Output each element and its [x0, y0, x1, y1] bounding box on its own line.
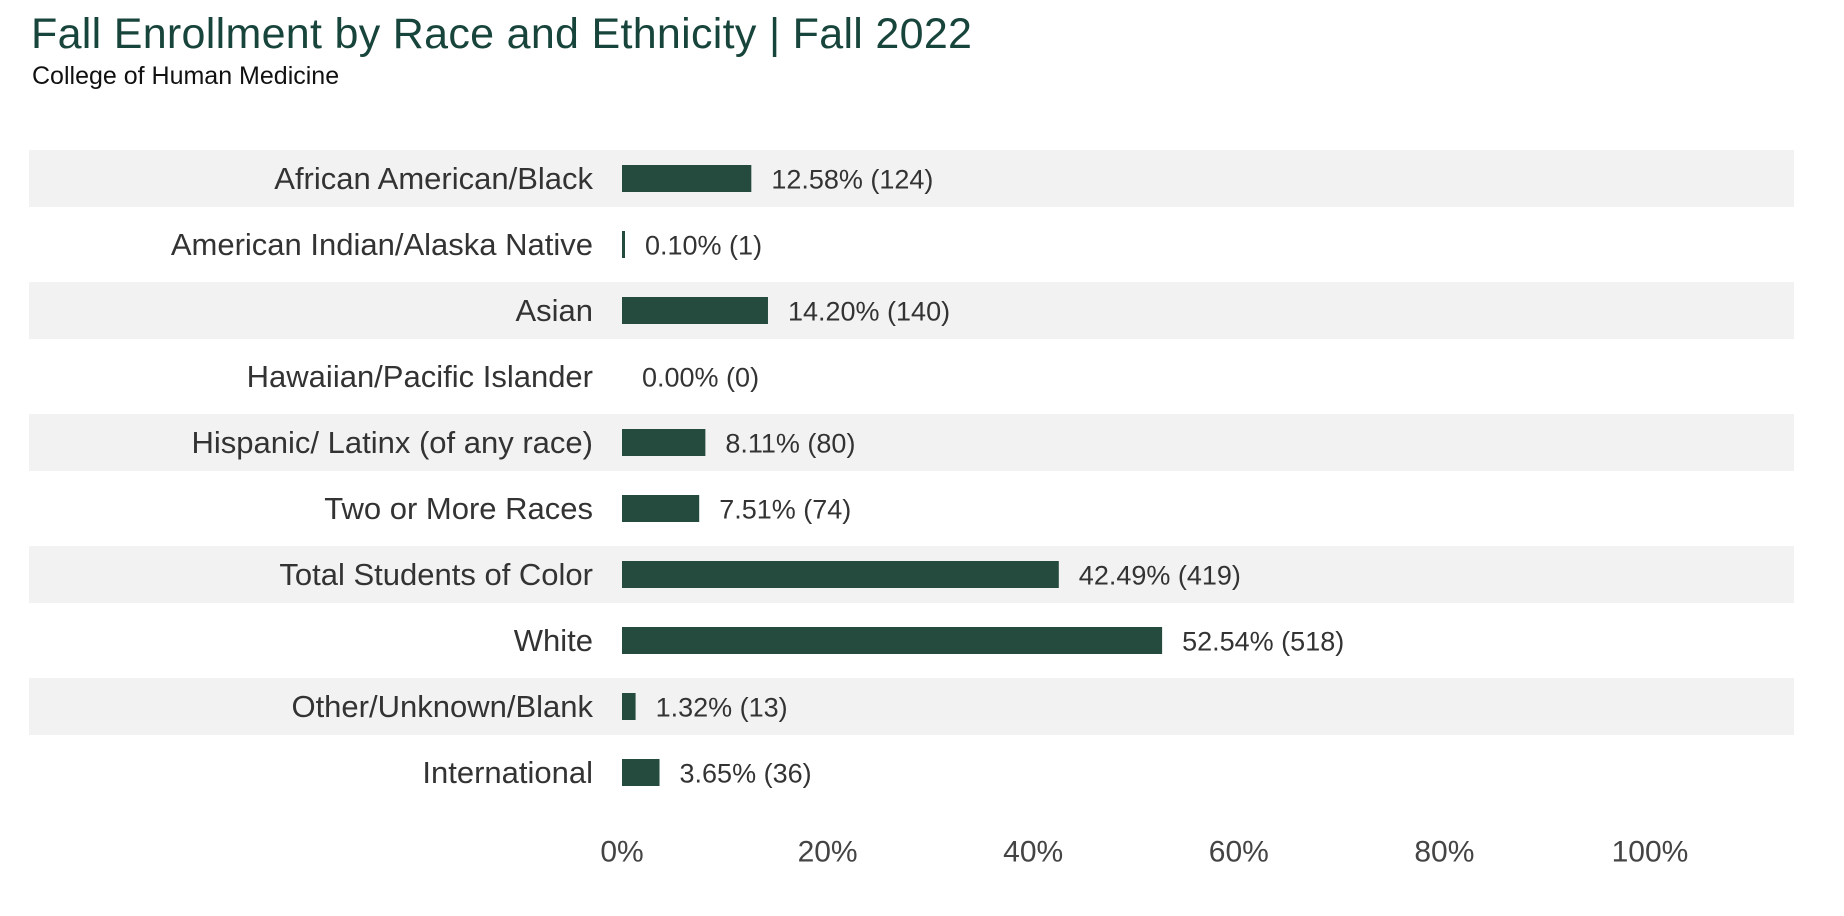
bar — [622, 429, 706, 456]
category-label: Total Students of Color — [279, 557, 593, 592]
data-label: 8.11% (80) — [725, 429, 855, 459]
category-label: White — [514, 623, 593, 658]
data-label: 0.00% (0) — [642, 363, 759, 393]
category-label: American Indian/Alaska Native — [171, 227, 593, 262]
bar — [622, 561, 1059, 588]
category-label: Hispanic/ Latinx (of any race) — [192, 425, 593, 460]
category-label: Asian — [515, 293, 593, 328]
category-label: Hawaiian/Pacific Islander — [247, 359, 593, 394]
data-label: 12.58% (124) — [771, 165, 933, 195]
bars — [622, 165, 1163, 786]
category-labels: African American/Black American Indian/Al… — [171, 161, 594, 790]
data-label: 14.20% (140) — [788, 297, 950, 327]
x-axis: 0% 20% 40% 60% 80% 100% — [600, 836, 1688, 869]
category-label: Two or More Races — [324, 491, 593, 526]
data-label: 0.10% (1) — [645, 231, 762, 261]
row-band — [29, 282, 1794, 339]
x-tick-label: 100% — [1612, 836, 1689, 869]
row-band — [29, 414, 1794, 471]
category-label: Other/Unknown/Blank — [291, 689, 593, 724]
bar — [622, 297, 768, 324]
bar — [622, 495, 700, 522]
category-label: African American/Black — [274, 161, 593, 196]
x-tick-label: 80% — [1414, 836, 1474, 869]
chart-title: Fall Enrollment by Race and Ethnicity | … — [31, 10, 973, 58]
row-band — [29, 150, 1794, 207]
data-labels: 12.58% (124) 0.10% (1) 14.20% (140) 0.00% (… — [642, 165, 1344, 789]
bar — [622, 165, 752, 192]
bar — [622, 231, 625, 258]
x-tick-label: 20% — [798, 836, 858, 869]
data-label: 42.49% (419) — [1079, 561, 1241, 591]
chart-subtitle: College of Human Medicine — [32, 62, 340, 90]
bar — [622, 759, 660, 786]
category-label: International — [422, 755, 593, 790]
x-tick-label: 0% — [600, 836, 643, 869]
data-label: 52.54% (518) — [1182, 627, 1344, 657]
data-label: 7.51% (74) — [719, 495, 851, 525]
row-band — [29, 678, 1794, 735]
x-tick-label: 60% — [1209, 836, 1269, 869]
bar — [622, 627, 1163, 654]
data-label: 3.65% (36) — [680, 759, 812, 789]
bar — [622, 693, 636, 720]
x-tick-label: 40% — [1003, 836, 1063, 869]
data-label: 1.32% (13) — [656, 693, 788, 723]
